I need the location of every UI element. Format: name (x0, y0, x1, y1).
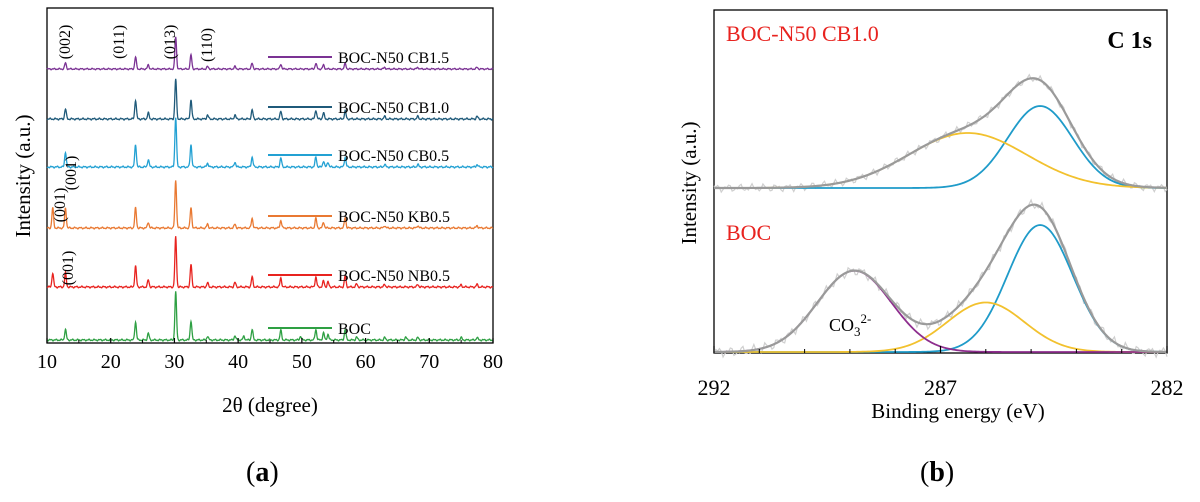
x-tick-label: 20 (101, 351, 121, 373)
raw-spectrum-1 (713, 198, 1168, 359)
peak-annotation: (110) (199, 28, 216, 62)
x-tick-label: 80 (483, 351, 503, 373)
co3-superscript: 2- (861, 311, 872, 326)
series-line-2 (46, 180, 494, 230)
panel-b-label: (b) (920, 457, 955, 488)
co3-subscript: 3 (854, 324, 861, 339)
peak-annotation: (001) (52, 188, 69, 223)
fit-component-0-1 (714, 132, 1168, 189)
legend-label-1: BOC-N50 NB0.5 (338, 268, 450, 285)
legend-label-3: BOC-N50 CB0.5 (338, 148, 449, 165)
panel-b-letter: b (929, 457, 945, 488)
series-line-5 (46, 36, 494, 71)
panel-a-letter: a (255, 457, 270, 488)
legend-label-5: BOC-N50 CB1.5 (338, 50, 449, 67)
x-tick-label: 287 (924, 375, 957, 400)
series-line-1 (46, 236, 494, 289)
x-tick-label: 282 (1151, 375, 1184, 400)
series-line-0 (46, 291, 493, 342)
fit-component-0-0 (714, 105, 1168, 189)
envelope-1 (713, 203, 1168, 354)
legend-label-0: BOC (338, 321, 371, 338)
co3-main: CO (829, 315, 854, 335)
x-tick-label: 70 (419, 351, 439, 373)
xrd-chart: BOC BOC-N50 NB0.5 BOC-N50 KB0.5 BOC-N50 CB0… (11, 7, 503, 417)
peak-annotation: (001) (60, 251, 77, 286)
y-axis-label: Intensity (a.u.) (677, 121, 701, 244)
fit-component-1-1 (714, 301, 1167, 353)
y-axis-label: Intensity (a.u.) (11, 114, 35, 237)
peak-annotation: (001) (63, 156, 80, 191)
x-tick-label: 30 (164, 351, 184, 373)
x-tick-label: 50 (292, 351, 312, 373)
peak-annotation: (002) (57, 25, 74, 60)
series-line-3 (46, 117, 494, 169)
peak-annotation: (011) (111, 25, 128, 59)
xps-chart: BOC-N50 CB1.0 BOC C 1s CO32- 292 287 282 Bindin… (677, 9, 1184, 423)
x-axis-label: Binding energy (eV) (871, 399, 1044, 423)
spectrum-label-bottom: BOC (726, 220, 771, 245)
panel-title: C 1s (1107, 28, 1152, 54)
x-tick-label: 40 (228, 351, 248, 373)
legend-label-2: BOC-N50 KB0.5 (338, 209, 450, 226)
x-axis-label: 2θ (degree) (222, 393, 318, 417)
legend-label-4: BOC-N50 CB1.0 (338, 100, 449, 117)
x-tick-label: 292 (698, 375, 731, 400)
series-line-4 (46, 78, 494, 121)
x-tick-label: 10 (37, 351, 57, 373)
fit-component-1-0 (714, 224, 1168, 353)
peak-annotation: (013) (162, 25, 179, 60)
co3-annotation: CO32- (829, 311, 871, 339)
raw-spectrum-0 (713, 73, 1168, 194)
x-tick-label: 60 (356, 351, 376, 373)
envelope-0 (714, 77, 1168, 190)
spectrum-label-top: BOC-N50 CB1.0 (726, 21, 879, 46)
panel-a-label: (a) (246, 457, 279, 488)
plot-frame (713, 9, 1168, 354)
